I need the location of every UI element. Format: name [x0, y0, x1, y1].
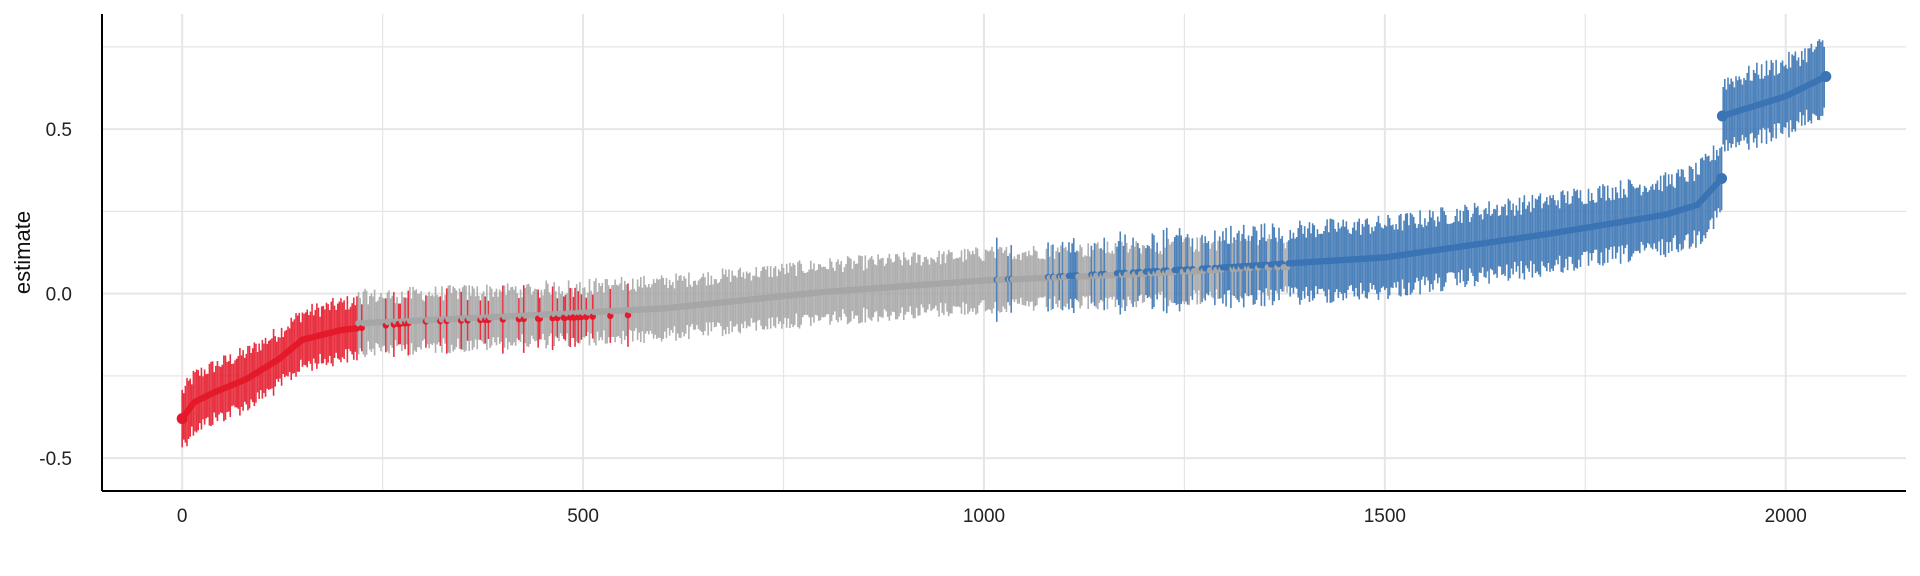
estimate-point-prejump [1716, 172, 1728, 184]
estimate-point [358, 324, 365, 332]
y-tick-labels: -0.5 0.0 0.5 [39, 120, 72, 470]
estimate-point-max [1820, 71, 1832, 83]
y-tick-label: 0.5 [46, 120, 72, 141]
x-tick-label: 0 [177, 506, 188, 527]
axes-layer [101, 14, 1906, 492]
estimate-point-min [176, 413, 188, 425]
estimate-points-layer [176, 71, 1832, 425]
estimate-point [607, 312, 614, 320]
x-tick-label: 500 [567, 506, 599, 527]
y-tick-label: -0.5 [39, 449, 72, 470]
grid-layer [102, 14, 1906, 491]
estimate-point [353, 325, 361, 332]
y-tick-label: 0.0 [46, 285, 72, 306]
x-tick-label: 1000 [963, 506, 1005, 527]
x-tick-labels: 0 500 1000 1500 2000 [177, 506, 1807, 527]
x-tick-label: 1500 [1364, 506, 1406, 527]
estimate-point-jump [1716, 110, 1728, 122]
estimate-point [624, 311, 632, 319]
error-bars-layer [181, 39, 1826, 448]
y-axis-title: estimate [10, 211, 35, 294]
x-tick-label: 2000 [1765, 506, 1807, 527]
